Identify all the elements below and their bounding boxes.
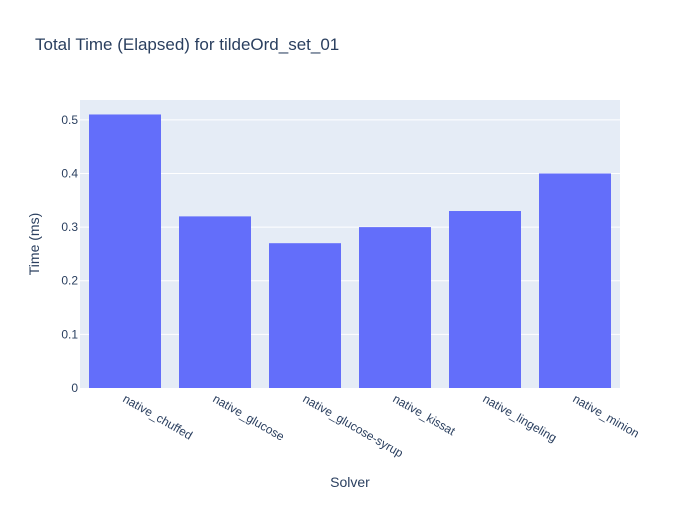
bar-native_minion[interactable] xyxy=(539,173,611,388)
bar-native_glucose[interactable] xyxy=(179,216,251,388)
bars xyxy=(89,114,611,389)
chart-title: Total Time (Elapsed) for tildeOrd_set_01 xyxy=(35,35,339,54)
bar-native_kissat[interactable] xyxy=(359,227,431,388)
bar-native_chuffed[interactable] xyxy=(89,114,161,389)
y-tick-label: 0 xyxy=(71,381,78,395)
y-tick-label: 0.2 xyxy=(61,274,78,288)
y-tick-label: 0.4 xyxy=(61,166,78,180)
y-tick-label: 0.1 xyxy=(61,327,78,341)
bar-native_lingeling[interactable] xyxy=(449,211,521,388)
y-tick-label: 0.3 xyxy=(61,220,78,234)
plot-area xyxy=(80,100,620,388)
x-axis-title: Solver xyxy=(330,474,370,490)
gridlines xyxy=(80,119,620,335)
y-axis-title: Time (ms) xyxy=(26,213,42,275)
y-tick-label: 0.5 xyxy=(61,113,78,127)
bar-native_glucose-syrup[interactable] xyxy=(269,243,341,388)
y-axis-ticks: 0 0.1 0.2 0.3 0.4 0.5 xyxy=(61,113,78,395)
